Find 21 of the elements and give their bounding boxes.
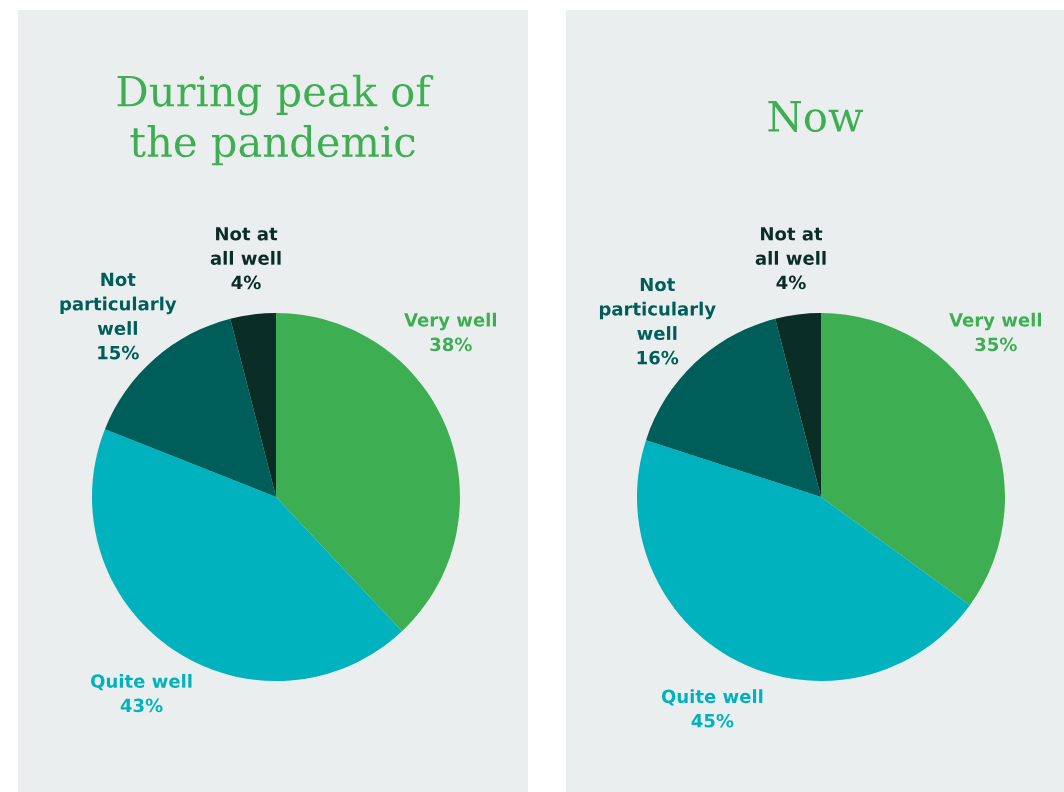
slice-label: Quite well	[91, 673, 192, 691]
data-label: 4%	[776, 275, 806, 290]
slice-label: Very well	[949, 312, 1042, 331]
pie-slice	[637, 440, 970, 681]
data-label: 16%	[637, 350, 679, 365]
slice-label: Not particularly well	[60, 272, 177, 336]
data-label: 38%	[430, 337, 472, 352]
chart-title: During peak of the pandemic	[117, 74, 434, 166]
data-label: 45%	[691, 713, 734, 728]
data-label: 15%	[98, 345, 139, 360]
pie-slice	[775, 313, 821, 497]
slice-label: Quite well	[661, 689, 763, 706]
data-label: 35%	[975, 337, 1017, 352]
slice-label: Very well	[404, 312, 497, 331]
pie-slice	[230, 313, 276, 497]
slice-label: Not at all well	[210, 227, 281, 265]
data-label: 4%	[231, 275, 261, 290]
slice-label: Not at all well	[755, 227, 826, 265]
data-label: 43%	[120, 698, 163, 713]
chart-title: Now	[768, 101, 864, 133]
slice-label: Not particularly well	[599, 277, 716, 341]
